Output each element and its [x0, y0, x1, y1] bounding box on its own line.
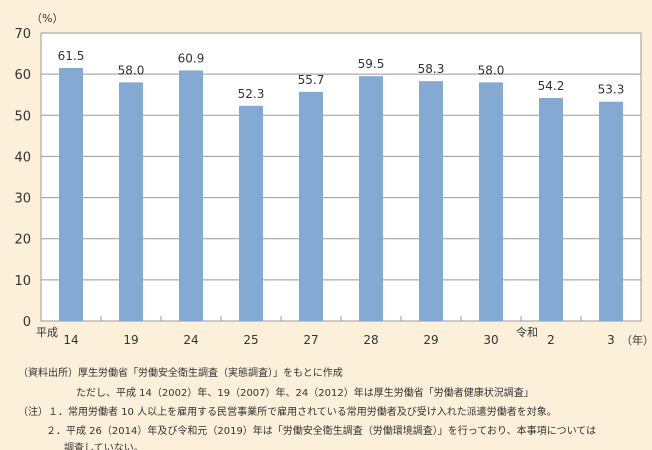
bar [239, 105, 263, 321]
era-label: 平成 [36, 326, 58, 339]
x-unit-label: （年） [621, 333, 652, 347]
data-label: 58.3 [418, 62, 445, 76]
source-note-2: ただし、平成 14（2002）年、19（2007）年、24（2012）年は厚生労… [76, 388, 534, 399]
data-label: 55.7 [298, 73, 325, 87]
data-label: 58.0 [478, 63, 505, 77]
y-unit-label: （%） [31, 12, 63, 25]
source-note: （資料出所）厚生労働省「労働安全衛生調査（実態調査）」をもとに作成 [18, 368, 343, 379]
data-label: 60.9 [178, 51, 205, 65]
note-2: ２．平成 26（2014）年及び令和元（2019）年は「労働安全衛生調査（労働環… [46, 426, 597, 437]
y-tick-label: 0 [23, 315, 31, 330]
bar [59, 67, 83, 321]
data-label: 58.0 [118, 63, 145, 77]
bar [539, 98, 563, 322]
data-label: 61.5 [58, 49, 85, 63]
bar [179, 70, 203, 321]
x-tick-label: 28 [363, 333, 378, 347]
data-label: 53.3 [598, 83, 625, 97]
bar [479, 82, 503, 321]
x-tick-label: 27 [303, 333, 318, 347]
y-tick-label: 60 [14, 68, 31, 83]
y-tick-label: 20 [14, 233, 31, 248]
y-tick-label: 50 [14, 109, 31, 124]
x-tick-label: 2 [547, 333, 555, 347]
y-tick-label: 70 [14, 27, 31, 42]
y-tick-label: 10 [14, 274, 31, 289]
note-1: （注）１．常用労働者 10 人以上を雇用する民営事業所で雇用されている常用労働者… [18, 407, 557, 418]
note-2-continued: 調査していない。 [64, 443, 144, 450]
bar-chart: 0 10 20 30 40 50 60 70（%） 61.5 14 58.0 19 60.9 24 52.3… [14, 12, 652, 347]
data-label: 54.2 [538, 79, 565, 93]
bar [419, 81, 443, 321]
x-tick-label: 19 [123, 333, 138, 347]
era-label: 令和 [516, 325, 538, 339]
x-tick-label: 25 [243, 333, 258, 347]
y-tick-label: 30 [14, 192, 31, 207]
bar [119, 82, 143, 321]
y-tick-label: 40 [14, 150, 31, 165]
x-tick-label: 24 [183, 333, 198, 347]
x-tick-label: 30 [483, 333, 498, 347]
x-tick-label: 14 [63, 333, 78, 347]
data-label: 52.3 [238, 87, 265, 101]
x-tick-label: 29 [423, 333, 438, 347]
bar [299, 91, 323, 321]
x-tick-label: 3 [607, 333, 615, 347]
bar [359, 76, 383, 321]
data-label: 59.5 [358, 57, 385, 71]
bar [599, 101, 623, 321]
